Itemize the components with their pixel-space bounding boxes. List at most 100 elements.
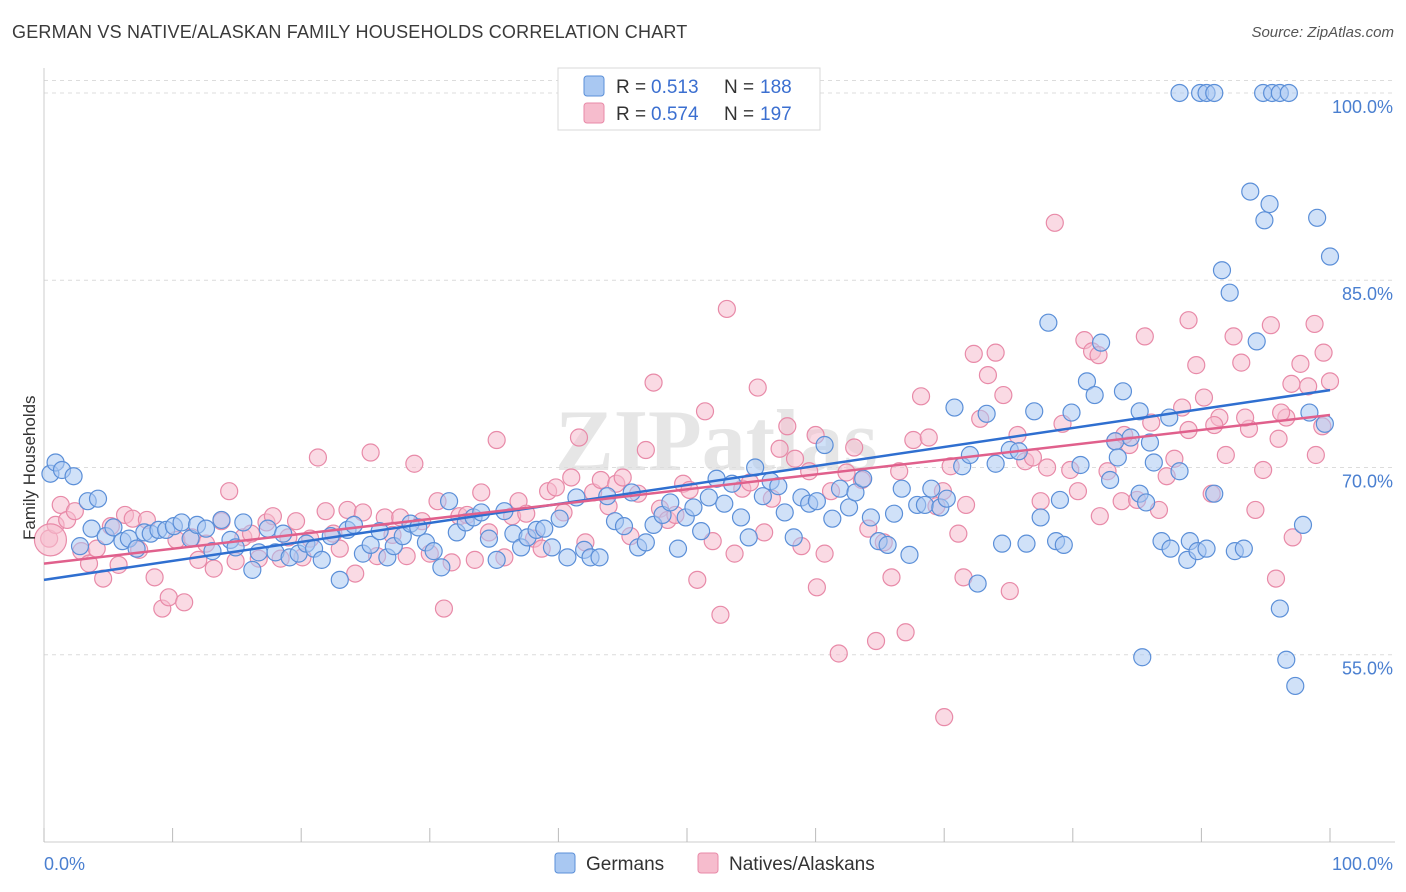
germans-point-126 [1017,534,1036,553]
germans-point-153 [1220,283,1239,302]
germans-point-171 [1205,83,1224,103]
natives-point-49 [397,547,416,566]
germans-point-105 [854,469,873,488]
natives-point-175 [1305,314,1324,334]
legend-n-value-germans: 188 [760,77,792,98]
natives-point-78 [613,468,632,487]
germans-point-158 [1255,211,1274,230]
germans-trend-line [43,388,1331,582]
natives-point-134 [1031,492,1050,511]
bottom-legend-label-germans: Germans [586,854,664,875]
natives-point-54 [434,599,454,618]
natives-point-92 [717,299,736,319]
natives-point-34 [286,512,306,531]
germans-point-51 [432,558,451,577]
germans-point-137 [1100,470,1120,490]
germans-point-156 [1241,182,1260,201]
germans-point-146 [1170,462,1189,481]
natives-point-59 [472,483,491,502]
natives-point-88 [688,570,707,589]
legend: R = 0.513 N = 188 R = 0.574 N = 197 [557,67,821,131]
germans-point-3 [64,467,83,486]
natives-point-82 [644,373,663,392]
natives-point-37 [308,448,328,467]
germans-point-179 [1160,408,1179,427]
germans-point-84 [692,522,711,541]
germans-point-134 [1077,372,1097,391]
natives-point-178 [1266,569,1286,588]
natives-point-100 [778,417,797,436]
germans-point-131 [1054,535,1073,554]
natives-point-174 [1314,343,1333,362]
natives-point-97 [755,523,774,542]
natives-point-72 [569,428,589,447]
germans-point-99 [807,492,826,511]
germans-point-128 [1031,508,1050,527]
germans-point-104 [846,483,865,502]
natives-point-104 [807,578,826,597]
germans-point-23 [212,510,231,530]
natives-point-114 [882,568,901,587]
germans-point-81 [668,539,688,558]
natives-point-4 [65,502,84,521]
legend-r-label-natives: R = [616,104,646,125]
germans-point-166 [1315,414,1334,433]
germans-point-121 [977,404,996,423]
natives-trend-line [43,413,1331,565]
natives-point-15 [145,568,164,587]
germans-point-175 [1279,83,1298,103]
legend-n-label-natives: N = [724,104,754,125]
natives-point-128 [986,343,1005,362]
natives-point-173 [1320,372,1340,391]
germans-point-109 [884,504,904,523]
germans-point-113 [915,495,935,515]
natives-point-25 [220,482,239,501]
germans-point-110 [892,479,911,498]
natives-point-180 [1205,415,1224,435]
natives-point-164 [1254,460,1273,480]
natives-point-116 [896,623,915,642]
germans-point-135 [1085,385,1104,405]
natives-point-107 [829,644,848,663]
y-tick-labels: 55.0% 70.0% 85.0% 100.0% [1332,97,1393,679]
y-tick-label-1: 70.0% [1342,471,1393,491]
germans-point-161 [1277,650,1296,669]
germans-point-127 [1025,402,1044,421]
germans-point-162 [1286,676,1305,696]
bottom-legend-swatch-natives [697,852,719,874]
natives-point-101 [785,449,805,468]
germans-point-80 [661,493,680,512]
natives-point-40 [330,539,349,558]
legend-r-value-germans: 0.513 [651,77,699,98]
germans-point-103 [839,498,859,517]
natives-point-23 [204,559,223,578]
germans-point-106 [861,508,880,527]
germans-point-136 [1091,333,1111,352]
legend-r-value-natives: 0.574 [651,104,699,125]
germans-point-58 [487,550,506,569]
germans-point-155 [1234,539,1253,558]
natives-point-105 [815,544,834,563]
germans-point-64 [535,519,554,538]
germans-point-9 [104,518,123,537]
germans-point-6 [82,519,101,538]
natives-point-177 [1272,403,1291,422]
natives-point-44 [361,443,380,462]
natives-point-155 [1187,356,1206,375]
natives-point-127 [978,366,998,385]
natives-point-117 [904,430,923,450]
natives-point-136 [1045,213,1064,232]
germans-point-57 [479,529,499,548]
germans-point-26 [234,513,253,532]
y-tick-label-0: 55.0% [1342,659,1393,679]
natives-point-96 [748,378,767,397]
germans-point-168 [1170,83,1189,103]
germans-point-139 [1113,382,1133,401]
germans-point-165 [1308,208,1327,227]
germans-point-31 [274,524,293,543]
germans-point-42 [361,535,380,554]
germans-points [41,83,1340,696]
natives-point-168 [1283,528,1302,547]
natives-point-142 [1090,507,1109,526]
